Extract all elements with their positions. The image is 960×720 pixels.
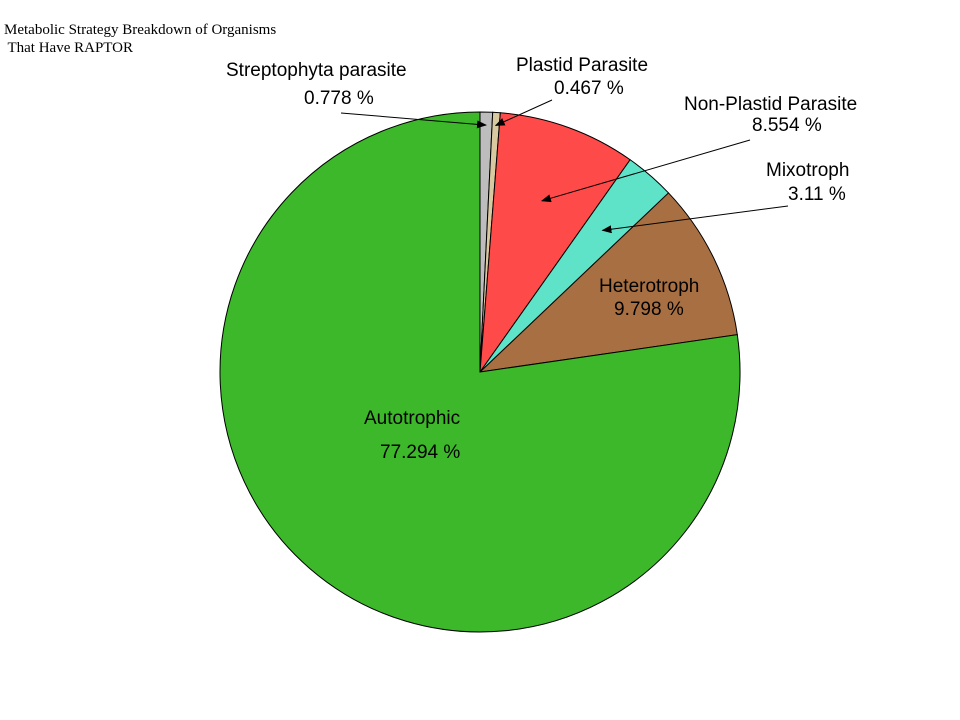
pie-slice-non-plastid-parasite (479, 112, 631, 374)
slice-label-non-plastid-parasite: Non-Plastid Parasite (684, 94, 857, 115)
leader-arrow-non-plastid-parasite (540, 139, 751, 203)
slice-label-autotrophic: Autotrophic (364, 408, 460, 429)
slice-value-streptophyta-parasite: 0.778 % (304, 88, 374, 109)
slice-label-heterotroph: Heterotroph (599, 276, 699, 297)
slice-label-mixotroph: Mixotroph (766, 160, 849, 181)
slice-value-plastid-parasite: 0.467 % (554, 78, 624, 99)
chart-title-line-2: That Have RAPTOR (4, 40, 133, 56)
slice-value-heterotroph: 9.798 % (614, 299, 684, 320)
leader-lines (340, 99, 789, 234)
slice-label-plastid-parasite: Plastid Parasite (516, 55, 648, 76)
leader-arrow-mixotroph (601, 205, 789, 234)
leader-arrow-plastid-parasite (494, 99, 553, 126)
slice-label-streptophyta-parasite: Streptophyta parasite (226, 60, 407, 81)
chart-title-line-1: Metabolic Strategy Breakdown of Organism… (4, 22, 276, 38)
pie-slice-heterotroph (478, 192, 738, 373)
slice-value-autotrophic: 77.294 % (380, 442, 460, 463)
slice-value-mixotroph: 3.11 % (788, 184, 846, 205)
slice-value-non-plastid-parasite: 8.554 % (752, 115, 822, 136)
leader-arrow-streptophyta-parasite (340, 112, 487, 129)
pie-slice-autotrophic (219, 111, 741, 633)
pie-slices (219, 111, 741, 633)
